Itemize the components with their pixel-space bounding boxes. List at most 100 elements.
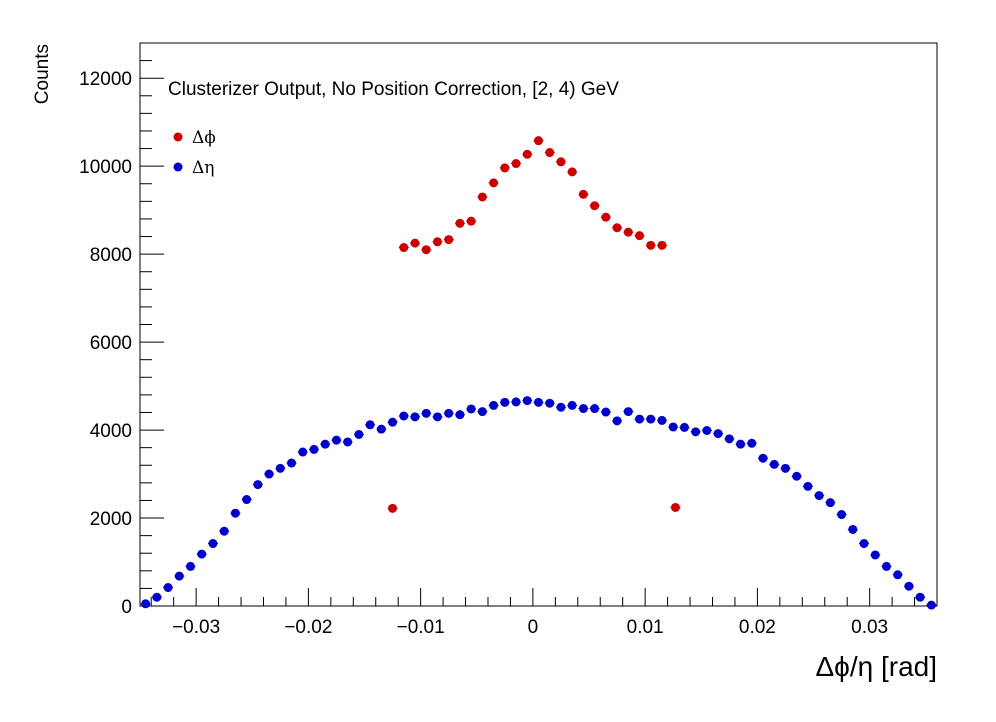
data-point-deta [881, 561, 891, 571]
data-point-deta [601, 407, 611, 417]
data-point-deta [915, 592, 925, 602]
data-point-deta [320, 439, 330, 449]
data-point-deta [343, 437, 353, 447]
data-point-dphi [455, 218, 465, 228]
y-tick-label: 10000 [79, 157, 132, 178]
data-point-deta [388, 417, 398, 427]
data-point-deta [253, 480, 263, 490]
data-point-deta [545, 398, 555, 408]
data-point-deta [466, 404, 476, 414]
axis-tick-labels: −0.03 −0.02 −0.01 0 0.01 0.02 0.03 0 2000 4000 600… [79, 69, 888, 638]
legend-label-deta: Δη [192, 158, 214, 178]
data-point-deta [163, 583, 173, 593]
data-point-deta [848, 524, 858, 534]
data-point-deta [758, 453, 768, 463]
data-point-deta [477, 407, 487, 417]
data-point-deta [736, 439, 746, 449]
legend-label-dphi: Δϕ [192, 128, 216, 148]
data-point-deta [792, 471, 802, 481]
data-point-deta [186, 561, 196, 571]
data-point-deta [623, 407, 633, 417]
data-point-deta [455, 410, 465, 420]
data-point-dphi [522, 149, 532, 159]
data-point-deta [859, 539, 869, 549]
data-point-deta [354, 429, 364, 439]
legend-marker-dphi [173, 132, 183, 142]
data-point-dphi [421, 245, 431, 255]
x-tick-label: 0 [528, 617, 539, 638]
data-point-dphi [500, 163, 510, 173]
x-tick-label: −0.03 [172, 617, 220, 638]
data-point-deta [376, 424, 386, 434]
data-point-deta [500, 397, 510, 407]
data-point-dphi [534, 136, 543, 146]
data-point-deta [780, 463, 790, 473]
data-point-deta [444, 408, 454, 418]
data-point-deta [219, 526, 229, 536]
data-point-deta [713, 429, 723, 439]
y-tick-label: 12000 [79, 69, 132, 90]
data-point-deta [870, 550, 880, 560]
data-point-deta [264, 469, 274, 479]
data-point-deta [590, 404, 600, 414]
data-point-deta [331, 435, 341, 445]
data-point-deta [365, 420, 375, 430]
data-point-dphi [657, 240, 667, 250]
data-point-deta [904, 581, 914, 591]
data-point-deta [298, 447, 308, 457]
data-point-deta [612, 416, 622, 426]
data-point-deta [803, 481, 813, 491]
data-point-deta [926, 600, 936, 610]
data-point-deta [578, 404, 588, 414]
data-point-dphi [432, 237, 442, 247]
data-point-deta [837, 510, 847, 520]
data-point-dphi [444, 235, 454, 245]
data-point-deta [668, 422, 678, 432]
y-tick-label: 6000 [90, 333, 132, 354]
y-axis-title: Counts [32, 44, 53, 104]
y-tick-label: 0 [121, 597, 132, 618]
x-tick-label: 0.03 [851, 617, 888, 638]
data-point-deta [230, 508, 240, 518]
data-point-deta [769, 459, 779, 469]
data-point-dphi [635, 231, 645, 241]
data-point-dphi [590, 201, 600, 211]
y-tick-label: 4000 [90, 421, 132, 442]
data-point-deta [511, 397, 521, 407]
data-point-deta [489, 400, 499, 410]
data-point-deta [893, 570, 903, 580]
data-point-dphi [623, 227, 633, 237]
data-point-deta [410, 412, 420, 422]
data-point-dphi [399, 243, 409, 253]
data-point-deta [691, 427, 701, 437]
data-point-dphi [556, 157, 566, 167]
data-point-deta [208, 539, 218, 549]
data-point-deta [432, 412, 442, 422]
x-tick-label: 0.01 [627, 617, 664, 638]
data-point-deta [814, 491, 824, 501]
data-point-dphi [578, 189, 588, 199]
data-point-deta [825, 498, 835, 508]
legend-marker-deta [173, 162, 183, 172]
chart-title: Clusterizer Output, No Position Correcti… [168, 79, 619, 100]
x-axis-title: Δϕ/η [rad] [815, 651, 937, 682]
data-point-deta [152, 592, 162, 602]
data-point-deta [646, 414, 656, 424]
data-point-deta [287, 458, 297, 468]
data-point-deta [679, 422, 689, 432]
data-point-deta [242, 495, 252, 505]
data-point-deta [275, 463, 285, 473]
y-tick-label: 2000 [90, 509, 132, 530]
data-point-deta [534, 397, 543, 407]
data-point-dphi [567, 167, 577, 177]
axis-ticks [140, 42, 938, 607]
data-point-dphi [601, 212, 611, 222]
data-point-dphi [489, 178, 499, 188]
data-point-deta [747, 438, 757, 448]
data-point-deta [197, 549, 207, 559]
data-point-deta [702, 426, 712, 436]
data-point-dphi [646, 240, 656, 250]
data-point-dphi [410, 238, 420, 248]
